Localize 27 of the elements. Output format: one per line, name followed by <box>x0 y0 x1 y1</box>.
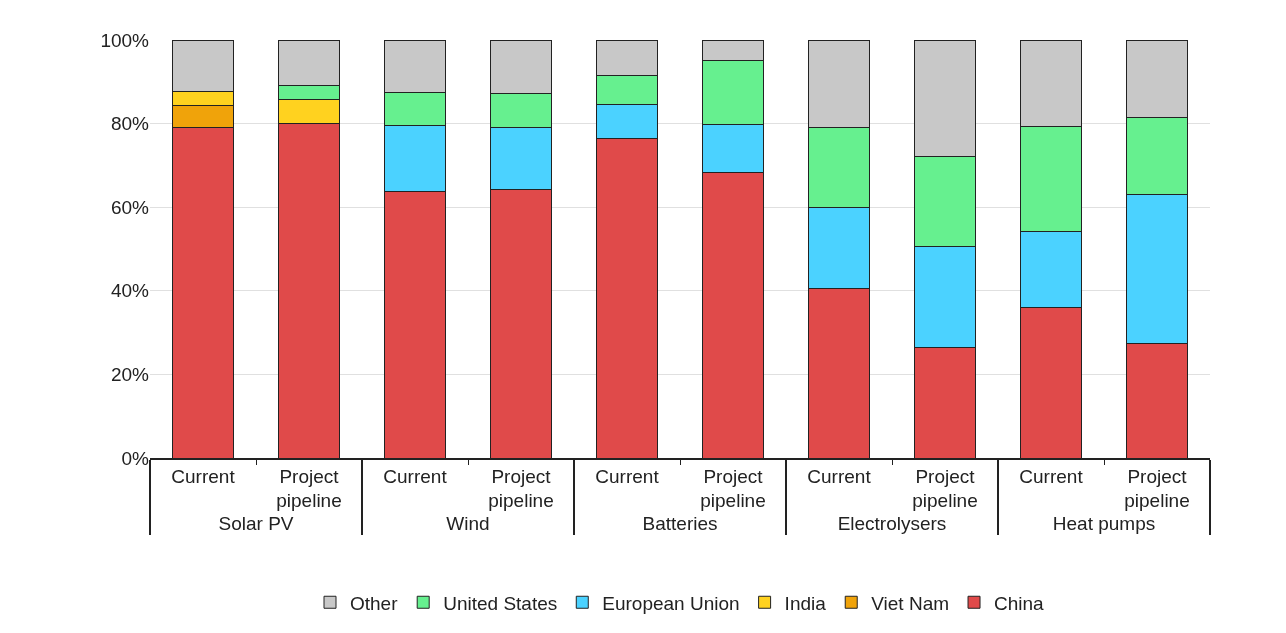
y-tick-label: 80% <box>110 113 150 135</box>
y-tick-label: 20% <box>110 364 150 386</box>
legend-label: China <box>994 592 1045 614</box>
legend-label: India <box>784 592 827 614</box>
x-tick-label: Project pipeline <box>700 465 766 512</box>
x-tick-label: Project pipeline <box>276 465 342 512</box>
y-tick-label: 100% <box>100 29 150 51</box>
legend-label: European Union <box>602 592 740 614</box>
y-tick-label: 60% <box>110 196 150 218</box>
x-tick-label: Project pipeline <box>912 465 978 512</box>
x-tick-label: Current <box>595 465 660 487</box>
x-tick-label: Current <box>383 465 448 487</box>
text: Solar PV <box>218 513 294 535</box>
text: Wind <box>446 513 490 535</box>
y-tick-label: 0% <box>121 447 150 469</box>
x-tick-label: Current <box>171 465 236 487</box>
x-tick-label: Current <box>807 465 872 487</box>
x-tick-label: Project pipeline <box>1124 465 1190 512</box>
legend-label: Other <box>350 592 399 614</box>
text: Electrolysers <box>837 513 947 535</box>
text: Heat pumps <box>1052 513 1156 535</box>
y-tick-label: 40% <box>110 280 150 302</box>
legend-label: United States <box>443 592 558 614</box>
x-tick-label: Current <box>1019 465 1084 487</box>
text: Batteries <box>642 513 718 535</box>
x-tick-label: Project pipeline <box>488 465 554 512</box>
legend-label: Viet Nam <box>871 592 950 614</box>
